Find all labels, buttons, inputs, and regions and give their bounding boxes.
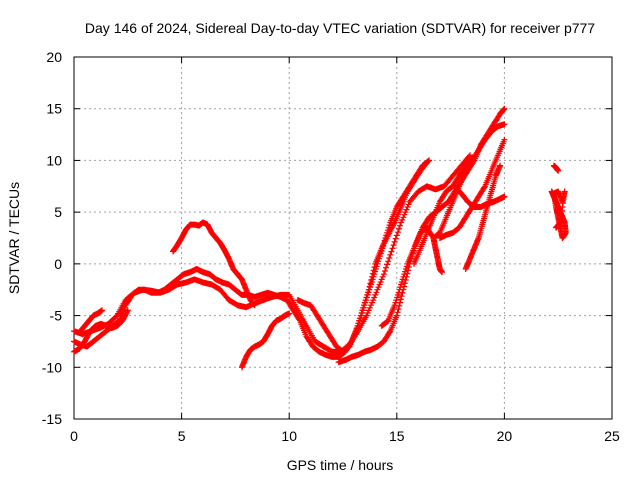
data-points xyxy=(71,105,569,371)
x-tick-label: 25 xyxy=(604,428,620,444)
data-point-markers xyxy=(71,307,131,355)
x-axis-label: GPS time / hours xyxy=(287,457,394,473)
data-series xyxy=(71,307,131,355)
x-tick-label: 10 xyxy=(281,428,297,444)
data-point-markers xyxy=(71,152,473,355)
y-tick-label: 20 xyxy=(46,49,62,65)
y-tick-label: 15 xyxy=(46,101,62,117)
data-series xyxy=(378,121,508,329)
y-axis-label: SDTVAR / TECUs xyxy=(6,182,22,294)
x-tick-label: 0 xyxy=(70,428,78,444)
y-tick-label: 5 xyxy=(54,204,62,220)
data-series xyxy=(462,162,504,272)
data-series xyxy=(430,235,445,276)
data-point-markers xyxy=(430,235,445,276)
data-point-markers xyxy=(436,136,508,241)
data-point-markers xyxy=(550,162,562,174)
data-series xyxy=(170,219,258,309)
data-point-markers xyxy=(170,219,258,309)
y-tick-label: -5 xyxy=(50,308,63,324)
data-series xyxy=(238,310,293,371)
x-tick-label: 20 xyxy=(497,428,513,444)
data-point-markers xyxy=(77,307,105,335)
x-tick-label: 15 xyxy=(389,428,405,444)
data-series xyxy=(77,307,105,335)
data-point-markers xyxy=(462,162,504,272)
x-tick-label: 5 xyxy=(178,428,186,444)
plot-frame xyxy=(73,56,613,420)
data-point-markers xyxy=(548,188,569,241)
y-tick-label: 10 xyxy=(46,152,62,168)
y-tick-label: -10 xyxy=(42,359,62,375)
data-point-markers xyxy=(378,121,508,329)
data-series xyxy=(550,162,562,174)
data-series xyxy=(294,159,430,355)
tick-labels: 0 5 10 15 20 25 -15 -10 -5 0 5 10 15 20 xyxy=(42,49,620,444)
grid xyxy=(74,57,612,419)
data-point-markers xyxy=(294,159,430,355)
data-point-markers xyxy=(238,310,293,371)
y-tick-label: -15 xyxy=(42,411,62,427)
data-series xyxy=(71,152,473,355)
axes xyxy=(73,56,613,420)
data-series xyxy=(436,136,508,241)
y-tick-label: 0 xyxy=(54,256,62,272)
chart-title: Day 146 of 2024, Sidereal Day-to-day VTE… xyxy=(85,20,595,36)
data-series xyxy=(548,188,569,241)
